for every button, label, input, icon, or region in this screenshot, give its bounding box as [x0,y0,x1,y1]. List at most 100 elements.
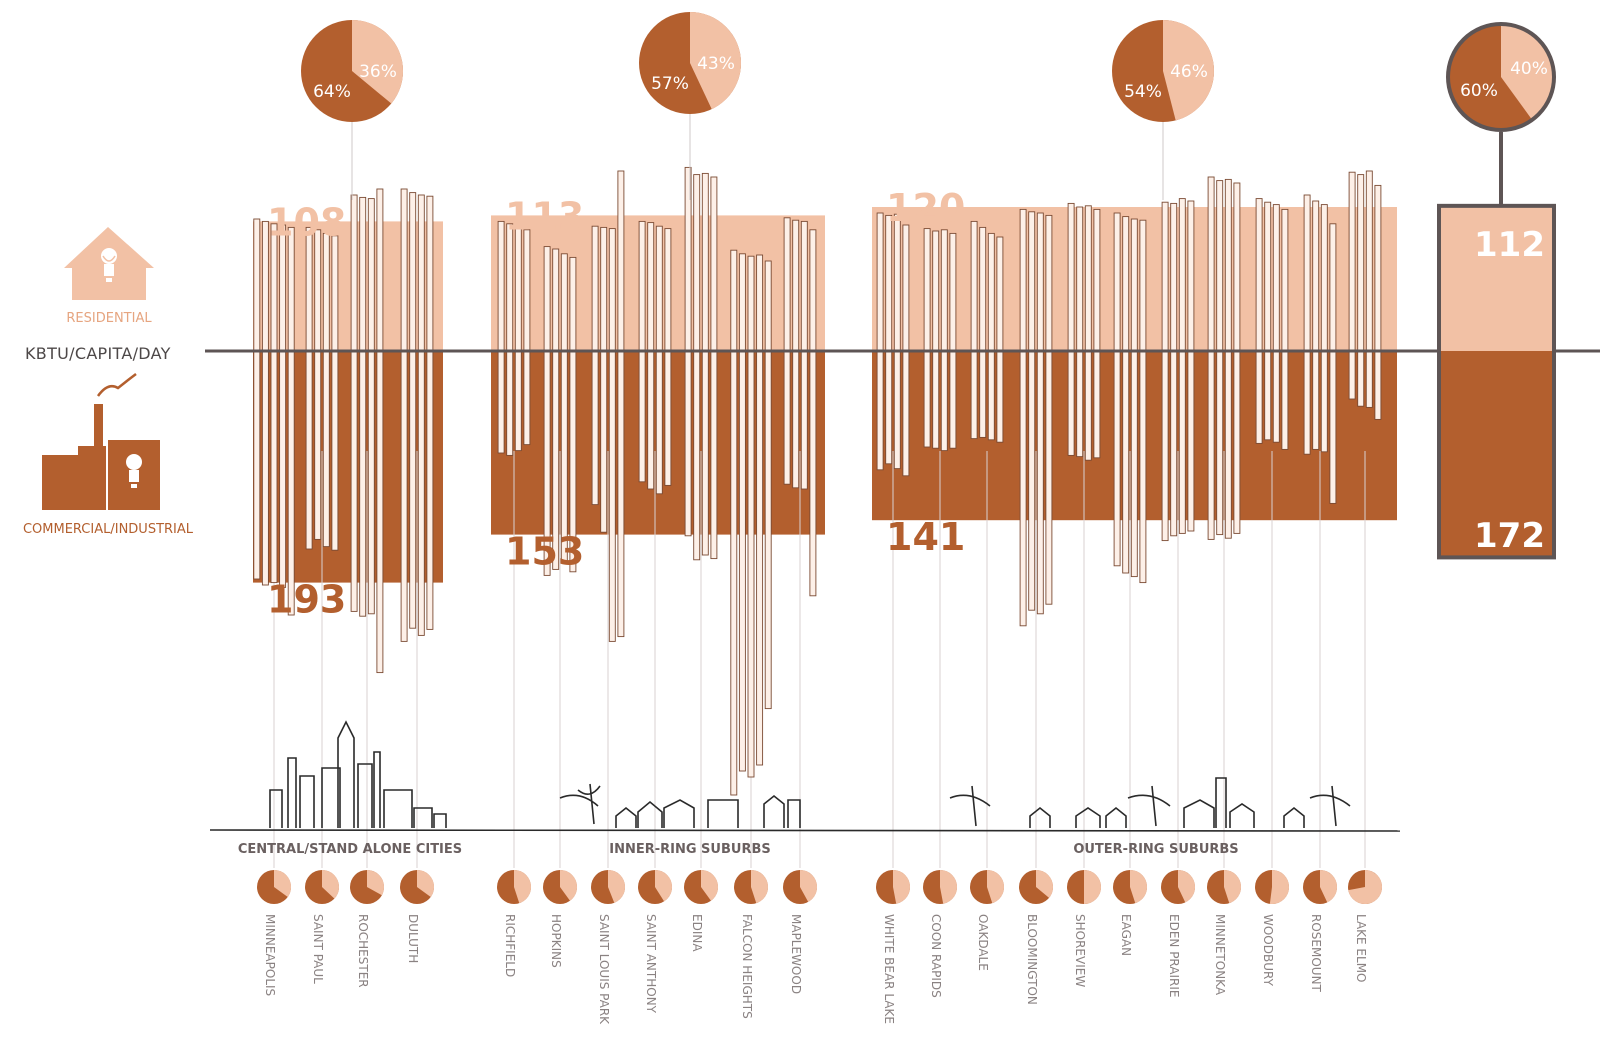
city-name: EDEN PRAIRIE [1167,914,1181,998]
city-name: DULUTH [406,914,420,963]
overall-pie-commercial-pct: 60% [1460,81,1498,101]
city-bar [1272,204,1280,443]
city-name: WHITE BEAR LAKE [882,914,896,1024]
city-bar [417,194,425,636]
city-skyline-icon [269,720,447,828]
outer-suburb-skyline-icon [949,777,1351,828]
city-name: OAKDALE [976,914,990,971]
city-bar [1067,202,1075,456]
city-name: HOPKINS [549,914,563,968]
city-bar [1303,194,1311,455]
city-bar [367,198,375,615]
city-bar [314,229,322,540]
city-bar [756,254,764,766]
city-bar [497,220,505,454]
city-bar [617,170,625,638]
city-pie-residential-slice [560,870,577,901]
city-bar [305,226,313,550]
city-bar [987,232,995,441]
group-pies: 36% 64% 43% 57% 46% 54% [301,12,1215,200]
group-label-inner: INNER-RING SUBURBS [609,842,770,857]
city-bar [1374,184,1382,420]
city-bar [1161,201,1169,542]
city-bar [764,260,772,710]
city-pie-residential-slice [514,870,532,904]
group-commercial-average-value: 153 [505,530,584,574]
city-bar [1365,170,1373,408]
group-pie-commercial-pct: 64% [313,82,351,102]
city-bar [506,223,514,456]
city-bar [893,213,901,470]
group-label-central: CENTRAL/STAND ALONE CITIES [238,842,462,857]
group-pie-residential-slice [690,12,742,110]
city-bar [1178,198,1186,534]
group-residential-average-value: 113 [505,194,584,238]
city-bar [1170,202,1178,537]
city-pie-residential-slice [608,870,625,903]
city-name: EDINA [690,914,704,952]
city-bar [279,224,287,588]
city-pie-residential-slice [1320,870,1337,903]
city-name: ROSEMOUNT [1309,914,1323,993]
city-bar [940,229,948,452]
overall-commercial-bar [1439,351,1554,558]
city-bar [1139,219,1147,584]
group-pie-residential-slice [352,20,404,104]
inner-suburb-skyline-icon [559,783,801,828]
city-bar [426,195,434,630]
factory-bulb-icon [42,373,160,510]
city-pie-residential-slice [751,870,769,904]
group-residential-average-value: 120 [886,186,965,230]
city-bar [608,228,616,642]
city-name: EAGAN [1119,914,1133,956]
group-pie-commercial-pct: 54% [1124,82,1162,102]
group-average-labels: 108 193 113 153 120 141 [267,186,965,622]
residential-sector-label: RESIDENTIAL [66,311,152,326]
city-pie-residential-slice [940,870,958,904]
city-bar [350,194,358,612]
city-name: SAINT LOUIS PARK [597,914,611,1025]
city-pie-residential-slice [1036,870,1053,898]
city-bar [409,192,417,629]
city-pie-residential-slice [1084,870,1101,904]
group-pie-residential-slice [1163,19,1215,121]
city-bar [1224,178,1232,539]
city-bar [514,226,522,452]
city-pie-residential-slice [1130,870,1147,904]
city-pies [257,870,1382,905]
connector-lines [273,451,1366,868]
group-label-outer: OUTER-RING SUBURBS [1073,842,1238,857]
city-bar [1130,218,1138,578]
city-bar [600,226,608,533]
group-residential-average-value: 108 [267,200,346,244]
overall-pie-residential-slice [1501,24,1554,120]
city-bar [1036,212,1044,615]
city-bar [1216,180,1224,536]
city-pie-residential-slice [1348,870,1382,905]
city-bar [949,232,957,449]
city-bar [1207,176,1215,540]
city-pie-residential-slice [417,870,434,897]
city-bar [569,256,577,573]
city-bar [1113,212,1121,567]
group-pie-residential-pct: 46% [1170,62,1208,82]
city-bar [331,235,339,551]
city-bar [1329,223,1337,504]
city-name: MINNEAPOLIS [263,914,277,996]
city-name: SHOREVIEW [1073,914,1087,987]
city-bar [996,236,1004,443]
city-bar [1281,208,1289,450]
overall-frame [1437,203,1556,560]
overall-residential-value: 112 [1474,225,1545,265]
city-bar [655,225,663,495]
city-name: WOODBURY [1261,914,1275,987]
city-name: COON RAPIDS [929,914,943,998]
skyline-sketches [209,720,1401,832]
city-pie-residential-slice [367,870,384,896]
city-name: BLOOMINGTON [1025,914,1039,1005]
city-bar [1312,200,1320,450]
axis-label: KBTU/CAPITA/DAY [25,344,171,363]
house-bulb-icon [64,227,154,300]
city-pie-residential-slice [987,870,1005,904]
